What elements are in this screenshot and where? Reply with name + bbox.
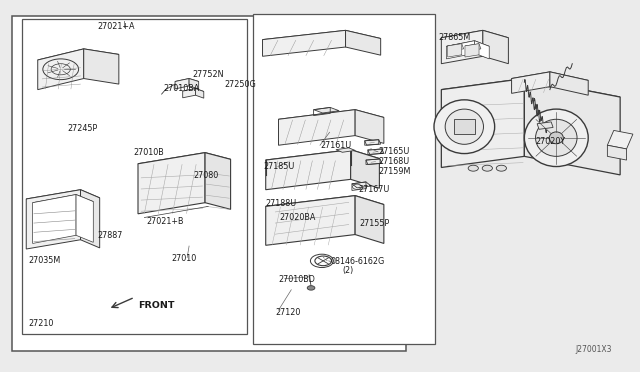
Polygon shape bbox=[366, 159, 382, 164]
Text: 27020Y: 27020Y bbox=[536, 137, 566, 146]
Polygon shape bbox=[448, 44, 464, 51]
Text: 27010: 27010 bbox=[172, 254, 197, 263]
Text: 27185U: 27185U bbox=[264, 162, 295, 171]
Bar bbox=[22, 19, 246, 334]
Polygon shape bbox=[465, 44, 481, 51]
Text: 27155P: 27155P bbox=[359, 219, 389, 228]
Polygon shape bbox=[483, 31, 508, 64]
Polygon shape bbox=[182, 89, 204, 94]
Polygon shape bbox=[33, 195, 93, 210]
Polygon shape bbox=[84, 49, 119, 84]
Polygon shape bbox=[447, 41, 474, 59]
Polygon shape bbox=[175, 78, 189, 89]
Polygon shape bbox=[266, 196, 355, 245]
Polygon shape bbox=[352, 182, 371, 188]
Text: J27001X3: J27001X3 bbox=[575, 344, 612, 353]
Polygon shape bbox=[365, 140, 381, 145]
Polygon shape bbox=[138, 153, 230, 170]
Polygon shape bbox=[26, 190, 81, 249]
Ellipse shape bbox=[445, 109, 483, 144]
Polygon shape bbox=[262, 31, 381, 48]
Polygon shape bbox=[336, 148, 355, 152]
Text: 27020BA: 27020BA bbox=[279, 213, 316, 222]
Polygon shape bbox=[182, 89, 195, 98]
Ellipse shape bbox=[536, 119, 577, 156]
Text: 27010BA: 27010BA bbox=[164, 84, 200, 93]
Text: 27887: 27887 bbox=[98, 231, 123, 240]
Polygon shape bbox=[189, 78, 198, 89]
Polygon shape bbox=[314, 108, 339, 113]
Polygon shape bbox=[278, 110, 384, 127]
Text: 27080: 27080 bbox=[193, 171, 219, 180]
Polygon shape bbox=[607, 131, 633, 149]
Polygon shape bbox=[266, 196, 384, 215]
Text: 27210: 27210 bbox=[28, 319, 54, 328]
Polygon shape bbox=[355, 196, 384, 243]
Polygon shape bbox=[465, 44, 479, 57]
Text: 27165U: 27165U bbox=[378, 147, 410, 156]
Polygon shape bbox=[607, 145, 627, 160]
Text: 27250G: 27250G bbox=[224, 80, 256, 89]
Polygon shape bbox=[447, 41, 489, 52]
Polygon shape bbox=[448, 44, 462, 57]
Polygon shape bbox=[537, 122, 553, 129]
Polygon shape bbox=[38, 49, 119, 65]
Text: 27021+A: 27021+A bbox=[97, 22, 134, 31]
Text: 27865M: 27865M bbox=[438, 33, 470, 42]
Polygon shape bbox=[33, 195, 76, 243]
Polygon shape bbox=[511, 72, 588, 87]
Text: FRONT: FRONT bbox=[138, 301, 175, 310]
Polygon shape bbox=[138, 153, 205, 214]
Polygon shape bbox=[175, 78, 198, 84]
Text: 27010BD: 27010BD bbox=[278, 275, 316, 284]
Polygon shape bbox=[266, 150, 380, 169]
Polygon shape bbox=[442, 31, 508, 45]
Polygon shape bbox=[550, 72, 588, 95]
Polygon shape bbox=[474, 41, 489, 59]
Circle shape bbox=[496, 165, 506, 171]
Text: 27188U: 27188U bbox=[266, 199, 297, 208]
Polygon shape bbox=[511, 72, 550, 93]
Bar bbox=[454, 119, 474, 134]
Polygon shape bbox=[26, 190, 100, 207]
Bar bbox=[12, 16, 406, 351]
Text: 27010B: 27010B bbox=[134, 148, 164, 157]
Text: 27167U: 27167U bbox=[358, 185, 390, 194]
Text: 27245P: 27245P bbox=[68, 124, 98, 133]
Polygon shape bbox=[368, 149, 384, 154]
Circle shape bbox=[307, 286, 315, 290]
Polygon shape bbox=[351, 150, 380, 188]
Polygon shape bbox=[262, 31, 346, 56]
Polygon shape bbox=[278, 110, 355, 145]
Polygon shape bbox=[266, 150, 351, 190]
Text: 27120: 27120 bbox=[275, 308, 301, 317]
Text: (2): (2) bbox=[342, 266, 354, 275]
Ellipse shape bbox=[434, 100, 495, 154]
Bar bbox=[253, 14, 435, 343]
Circle shape bbox=[468, 165, 478, 171]
Polygon shape bbox=[442, 78, 620, 108]
Polygon shape bbox=[195, 89, 204, 98]
Circle shape bbox=[482, 165, 492, 171]
Polygon shape bbox=[442, 78, 524, 167]
Polygon shape bbox=[205, 153, 230, 209]
Ellipse shape bbox=[549, 132, 563, 144]
Polygon shape bbox=[355, 110, 384, 143]
Polygon shape bbox=[524, 78, 620, 175]
Text: 27035M: 27035M bbox=[28, 256, 60, 265]
Text: 27161U: 27161U bbox=[320, 141, 351, 150]
Text: 27021+B: 27021+B bbox=[147, 217, 184, 226]
Text: 08146-6162G: 08146-6162G bbox=[331, 257, 385, 266]
Text: 27159M: 27159M bbox=[378, 167, 410, 176]
Ellipse shape bbox=[524, 109, 588, 167]
Polygon shape bbox=[346, 31, 381, 55]
Polygon shape bbox=[81, 190, 100, 248]
Text: 27168U: 27168U bbox=[378, 157, 410, 166]
Polygon shape bbox=[38, 49, 84, 90]
Text: 27752N: 27752N bbox=[192, 70, 224, 79]
Polygon shape bbox=[442, 31, 483, 64]
Polygon shape bbox=[76, 195, 93, 242]
